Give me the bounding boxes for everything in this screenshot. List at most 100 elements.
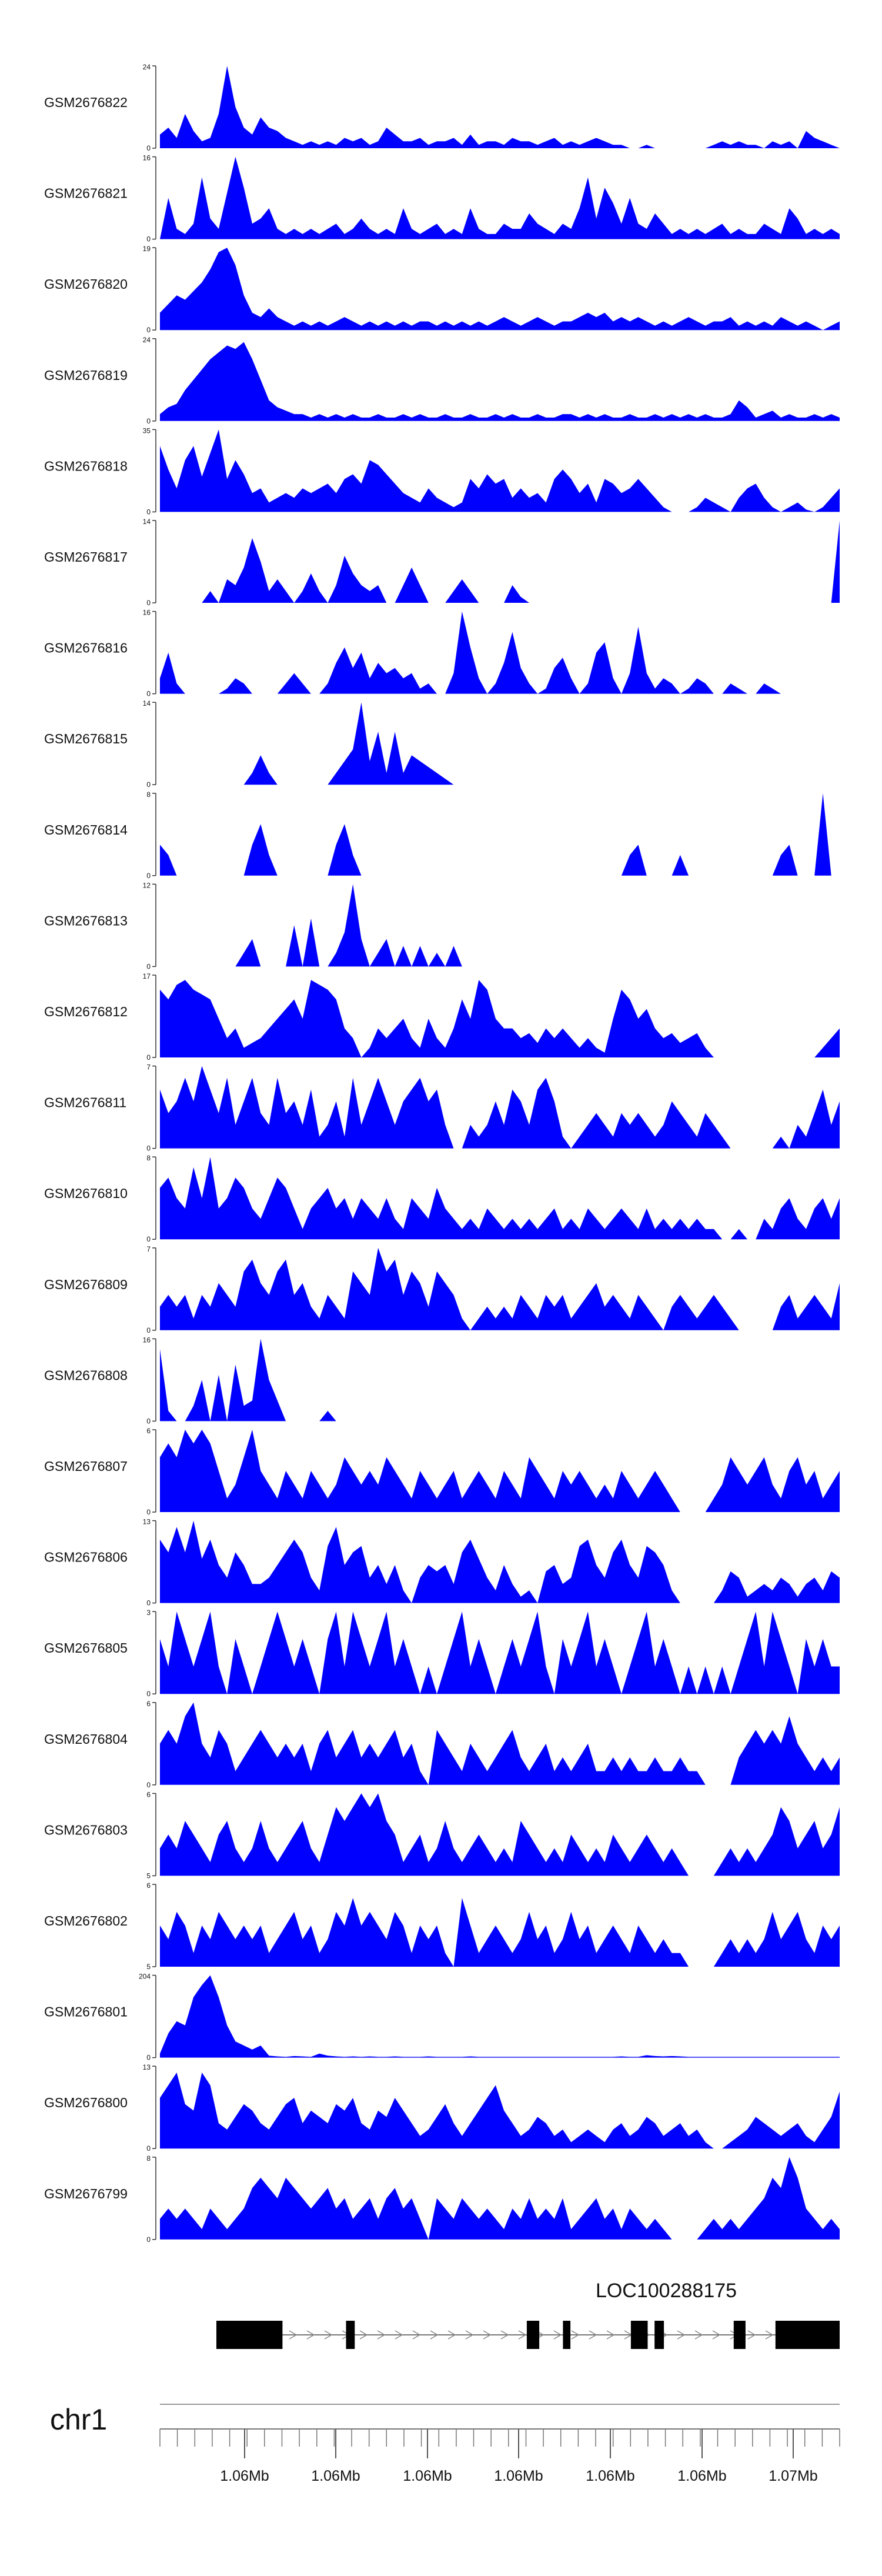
track-ymin-label: 0	[146, 2054, 151, 2062]
coverage-area	[160, 1898, 840, 1967]
strand-arrow	[483, 2330, 492, 2340]
track-GSM2676807: GSM2676807 6 0	[44, 1427, 840, 1516]
coverage-area	[160, 1793, 840, 1876]
track-GSM2676811: GSM2676811 7 0	[44, 1063, 840, 1153]
strand-arrow	[324, 2330, 333, 2340]
track-ymax-label: 14	[143, 699, 151, 708]
track-GSM2676817: GSM2676817 14 0	[44, 518, 840, 607]
track-ymin-label: 0	[146, 326, 151, 334]
strand-arrow	[395, 2330, 403, 2340]
coverage-area	[160, 1702, 840, 1785]
track-GSM2676819: GSM2676819 24 0	[44, 336, 840, 425]
strand-arrow	[430, 2330, 439, 2340]
track-GSM2676803: GSM2676803 6 5	[44, 1790, 840, 1880]
coverage-area	[160, 980, 840, 1057]
track-label: GSM2676819	[44, 368, 128, 383]
coverage-area	[160, 702, 840, 785]
track-label: GSM2676817	[44, 549, 128, 565]
track-ymin-label: 0	[146, 690, 151, 698]
track-ymax-label: 6	[146, 1427, 151, 1435]
track-ymin-label: 0	[146, 1599, 151, 1607]
track-GSM2676810: GSM2676810 8 0	[44, 1154, 840, 1243]
track-ymax-label: 16	[143, 609, 151, 617]
coverage-area	[160, 1066, 840, 1149]
track-ymin-label: 0	[146, 1508, 151, 1516]
track-label: GSM2676806	[44, 1550, 128, 1565]
track-GSM2676818: GSM2676818 35 0	[44, 426, 840, 516]
strand-arrow	[359, 2330, 368, 2340]
coverage-area	[160, 1520, 840, 1603]
track-ymin-label: 0	[146, 1144, 151, 1153]
strand-arrow	[412, 2330, 421, 2340]
track-ymin-label: 0	[146, 2235, 151, 2244]
track-GSM2676815: GSM2676815 14 0	[44, 699, 840, 789]
track-ymax-label: 19	[143, 245, 151, 253]
axis-tick-label: 1.06Mb	[677, 2468, 726, 2484]
track-ymax-label: 6	[146, 1790, 151, 1798]
track-ymax-label: 13	[143, 1518, 151, 1526]
strand-arrow	[606, 2330, 615, 2340]
track-ymin-label: 0	[146, 2144, 151, 2153]
coverage-area	[160, 611, 840, 694]
track-ymin-label: 0	[146, 599, 151, 607]
coverage-area	[160, 156, 840, 239]
track-GSM2676805: GSM2676805 3 0	[44, 1609, 840, 1698]
track-GSM2676806: GSM2676806 13 0	[44, 1518, 840, 1607]
track-label: GSM2676799	[44, 2186, 128, 2201]
strand-arrow	[518, 2330, 527, 2340]
track-label: GSM2676813	[44, 913, 128, 928]
track-ymin-label: 0	[146, 417, 151, 425]
track-label: GSM2676805	[44, 1640, 128, 1656]
track-label: GSM2676815	[44, 731, 128, 746]
track-label: GSM2676804	[44, 1731, 128, 1747]
coverage-area	[160, 342, 840, 421]
strand-arrow	[694, 2330, 703, 2340]
track-label: GSM2676821	[44, 186, 128, 201]
track-ymin-label: 0	[146, 1690, 151, 1698]
track-GSM2676804: GSM2676804 6 0	[44, 1700, 840, 1789]
coverage-area	[160, 66, 840, 148]
strand-arrow	[765, 2330, 774, 2340]
track-ymin-label: 0	[146, 780, 151, 789]
strand-arrow	[289, 2330, 298, 2340]
exon-block	[216, 2321, 283, 2349]
coverage-area	[160, 248, 840, 331]
coverage-area	[160, 429, 840, 512]
track-label: GSM2676807	[44, 1459, 128, 1474]
track-GSM2676799: GSM2676799 8 0	[44, 2154, 840, 2244]
track-label: GSM2676818	[44, 458, 128, 473]
track-ymax-label: 8	[146, 1154, 151, 1162]
track-ymax-label: 7	[146, 1063, 151, 1072]
exon-block	[563, 2321, 571, 2349]
track-ymin-label: 0	[146, 1235, 151, 1243]
track-label: GSM2676801	[44, 2004, 128, 2020]
track-ymax-label: 17	[143, 972, 151, 980]
coverage-area	[160, 1611, 840, 1694]
track-ymax-label: 24	[143, 336, 151, 344]
track-label: GSM2676802	[44, 1913, 128, 1928]
coverage-area	[160, 520, 840, 603]
axis-tick-label: 1.06Mb	[220, 2468, 269, 2484]
track-GSM2676821: GSM2676821 16 0	[44, 154, 840, 243]
exon-block	[733, 2321, 746, 2349]
strand-arrow	[306, 2330, 315, 2340]
track-GSM2676801: GSM2676801 204 0	[44, 1973, 840, 2062]
track-label: GSM2676803	[44, 1822, 128, 1837]
gene-name-label: LOC100288175	[596, 2280, 737, 2302]
exon-block	[346, 2321, 355, 2349]
coverage-area	[160, 1247, 840, 1330]
track-ymax-label: 8	[146, 2154, 151, 2163]
track-label: GSM2676814	[44, 822, 128, 837]
track-ymin-label: 0	[146, 235, 151, 243]
track-ymax-label: 8	[146, 790, 151, 799]
track-ymin-label: 0	[146, 144, 151, 152]
exon-block	[630, 2321, 648, 2349]
track-ymax-label: 6	[146, 1881, 151, 1890]
coverage-area	[160, 1430, 840, 1512]
track-ymax-label: 16	[143, 1336, 151, 1344]
track-GSM2676816: GSM2676816 16 0	[44, 609, 840, 698]
track-ymax-label: 16	[143, 154, 151, 162]
genome-axis: chr1 1.06Mb 1.06Mb 1.06Mb 1.06Mb 1.06Mb 1.06M…	[50, 2403, 840, 2484]
gene-track: LOC100288175	[216, 2280, 840, 2349]
